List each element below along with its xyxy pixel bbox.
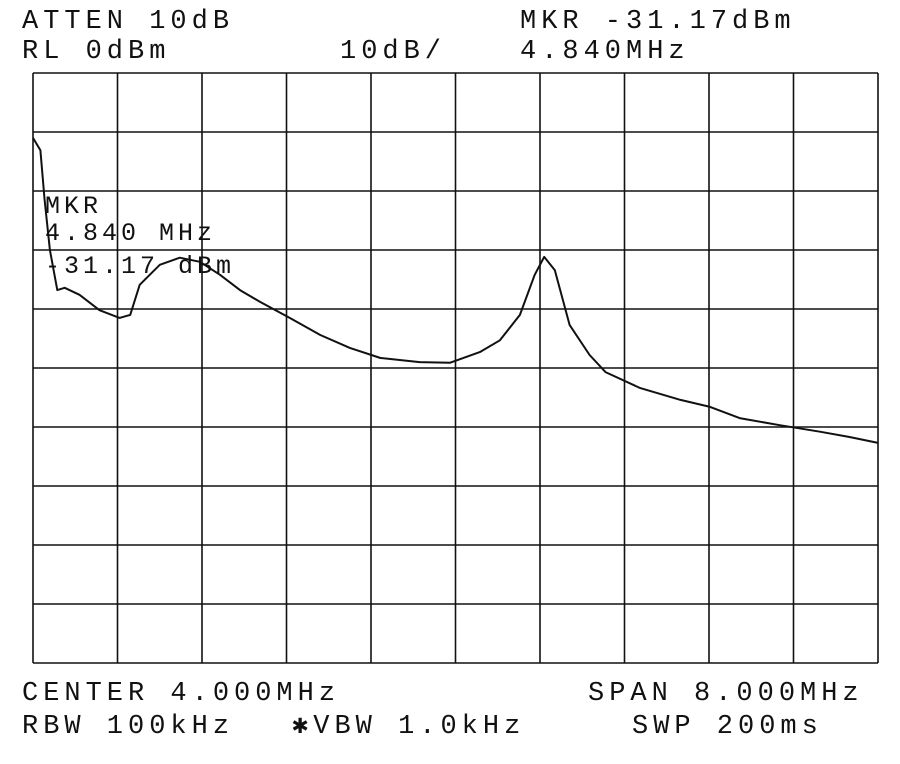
- atten-label: ATTEN 10dB: [22, 7, 234, 37]
- marker-freq: 4.840MHz: [520, 37, 690, 67]
- annotation-level: -31.17 dBm: [45, 252, 235, 281]
- vbw-label: ✱VBW 1.0kHz: [292, 712, 525, 742]
- center-label: CENTER 4.000MHz: [22, 679, 340, 709]
- plot-area: [32, 72, 879, 664]
- scale-label: 10dB/: [340, 37, 446, 67]
- ref-level: RL 0dBm: [22, 37, 170, 67]
- annotation-freq: 4.840 MHz: [45, 219, 216, 248]
- annotation-title: MKR: [45, 192, 102, 221]
- marker-level: MKR -31.17dBm: [520, 7, 796, 37]
- rbw-label: RBW 100kHz: [22, 712, 234, 742]
- span-label: SPAN 8.000MHz: [588, 679, 864, 709]
- sweep-label: SWP 200ms: [632, 712, 823, 742]
- trace: [32, 137, 879, 444]
